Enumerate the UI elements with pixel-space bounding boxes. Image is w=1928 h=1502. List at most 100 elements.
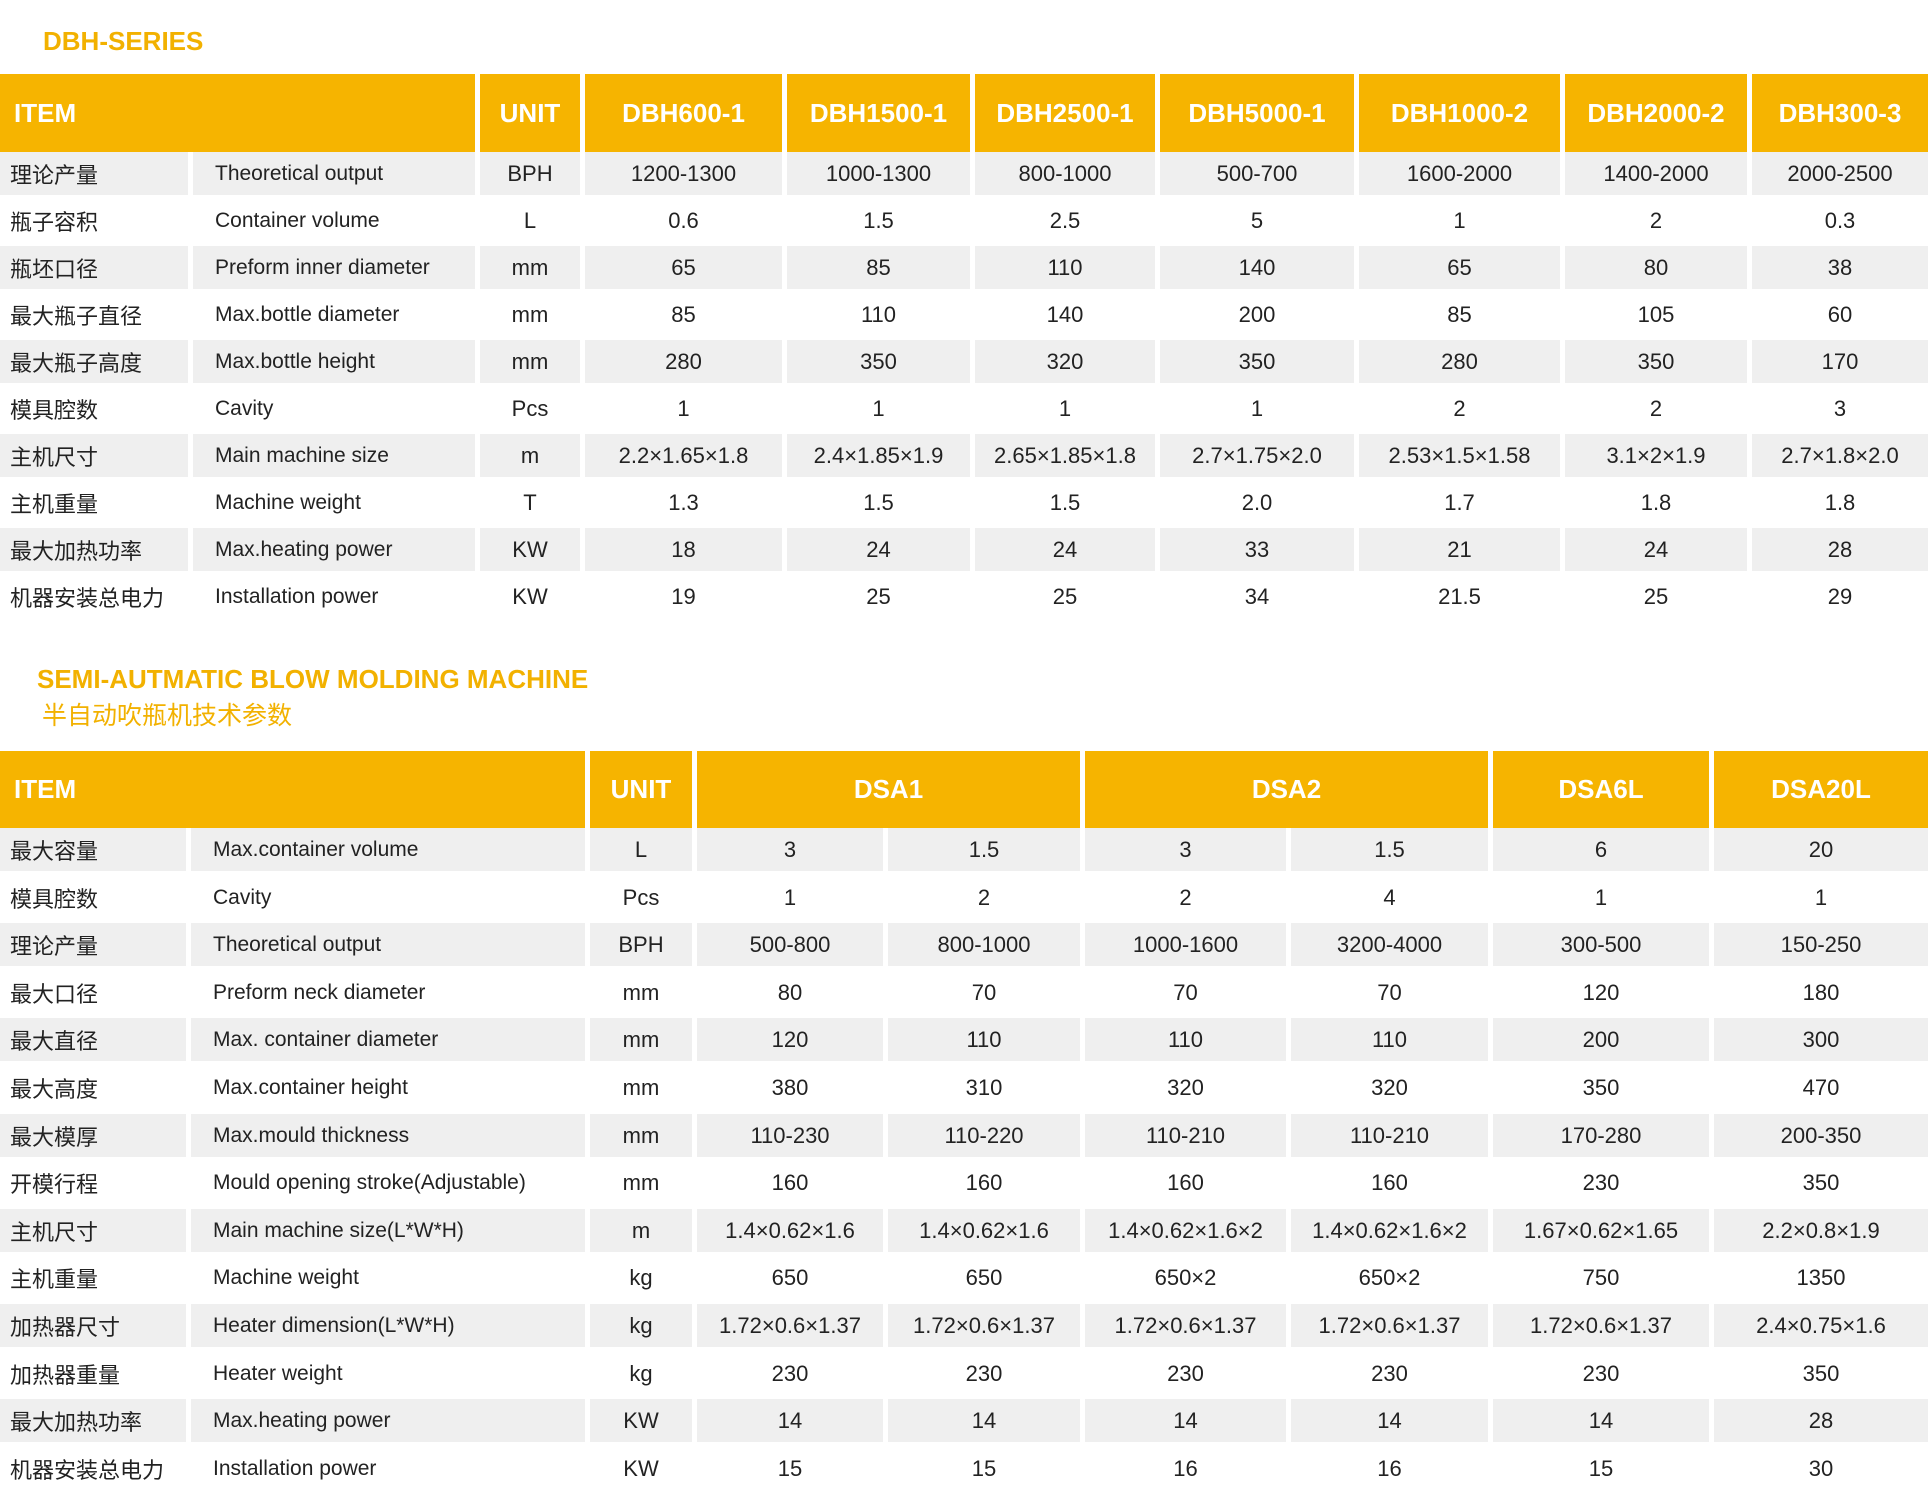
row-unit: KW: [480, 528, 580, 571]
table-cell: 25: [866, 583, 891, 609]
table-cell: 2.2×0.8×1.9: [1714, 1209, 1928, 1252]
dsa-series-title: SEMI-AUTMATIC BLOW MOLDING MACHINE: [37, 664, 589, 694]
table-cell: 25: [1643, 583, 1669, 609]
table-cell: 16: [1173, 1455, 1198, 1481]
table-cell: 1: [1058, 395, 1072, 421]
table-cell: 1.67×0.62×1.65: [1493, 1209, 1709, 1252]
row-label-en: Max.heating power: [191, 1399, 585, 1442]
table-cell: 160: [1167, 1169, 1204, 1195]
table-cell: 1.4×0.62×1.6: [697, 1209, 883, 1252]
row-label-cn: 最大容量: [0, 828, 186, 871]
table-cell: 70: [1377, 979, 1402, 1005]
table-cell: 14: [888, 1399, 1080, 1442]
row-unit: L: [590, 828, 692, 871]
table-cell: 110: [1085, 1018, 1286, 1061]
table-cell: 1.5: [1291, 828, 1488, 871]
table-cell: 650: [965, 1264, 1003, 1290]
table-cell: 60: [1827, 301, 1853, 327]
table-cell: 350: [1582, 1074, 1620, 1100]
header-model: DBH1000-2: [1359, 74, 1560, 152]
table-cell: 18: [585, 528, 782, 571]
table-cell: 6: [1493, 828, 1709, 871]
table-cell: 200: [1493, 1018, 1709, 1061]
table-cell: 1.4×0.62×1.6×2: [1085, 1209, 1286, 1252]
table-cell: 350: [787, 340, 970, 383]
table-cell: 650×2: [1358, 1264, 1421, 1290]
table-cell: 1000-1600: [1085, 923, 1286, 966]
table-cell: 1: [677, 395, 690, 421]
header-unit: UNIT: [480, 74, 580, 152]
table-cell: 0.6: [668, 207, 699, 233]
row-label-cn: 最大口径: [10, 981, 99, 1007]
row-label-cn: 主机重量: [10, 491, 99, 517]
table-cell: 15: [971, 1455, 997, 1481]
table-cell: 2: [1649, 395, 1663, 421]
table-cell: 280: [1359, 340, 1560, 383]
table-cell: 2.5: [1049, 207, 1081, 233]
row-label-en: Cavity: [215, 396, 274, 420]
table-cell: 200-350: [1714, 1114, 1928, 1157]
table-cell: 29: [1827, 583, 1853, 609]
table-cell: 2000-2500: [1752, 152, 1928, 195]
table-cell: 24: [975, 528, 1155, 571]
table-cell: 2: [1179, 884, 1192, 910]
table-cell: 28: [1752, 528, 1928, 571]
row-label-en: Theoretical output: [193, 152, 475, 195]
table-cell: 320: [1371, 1074, 1408, 1100]
row-label-cn: 最大加热功率: [0, 528, 188, 571]
row-label-cn: 理论产量: [0, 152, 188, 195]
table-cell: 2.4×0.75×1.6: [1714, 1304, 1928, 1347]
table-cell: 2: [1453, 395, 1466, 421]
table-cell: 1.5: [863, 207, 894, 233]
table-cell: 350: [1565, 340, 1747, 383]
table-cell: 3: [1833, 395, 1847, 421]
table-cell: 160: [771, 1169, 809, 1195]
table-cell: 1.72×0.6×1.37: [888, 1304, 1080, 1347]
row-unit: mm: [622, 1074, 660, 1100]
row-label-en: Container volume: [215, 208, 380, 232]
header-model: DBH300-3: [1752, 74, 1928, 152]
row-label-cn: 最大瓶子直径: [10, 303, 143, 329]
table-cell: 0.3: [1824, 207, 1856, 233]
table-cell: 800-1000: [975, 152, 1155, 195]
table-cell: 24: [1565, 528, 1747, 571]
table-cell: 500-800: [697, 923, 883, 966]
row-unit: Pcs: [622, 884, 660, 910]
table-cell: 15: [777, 1455, 803, 1481]
header-model: DBH5000-1: [1160, 74, 1354, 152]
row-label-cn: 主机尺寸: [0, 1209, 186, 1252]
row-label-en: Max. container diameter: [191, 1018, 585, 1061]
row-label-cn: 主机尺寸: [0, 434, 188, 477]
row-label-cn: 最大加热功率: [0, 1399, 186, 1442]
row-unit: kg: [629, 1360, 653, 1386]
row-label-en: Main machine size: [193, 434, 475, 477]
table-cell: 3200-4000: [1291, 923, 1488, 966]
table-cell: 140: [1160, 246, 1354, 289]
header-model: DSA1: [697, 751, 1080, 828]
row-unit: mm: [622, 1169, 660, 1195]
table-cell: 300-500: [1493, 923, 1709, 966]
row-unit: kg: [590, 1304, 692, 1347]
row-label-en: Preform inner diameter: [193, 246, 475, 289]
row-unit: m: [480, 434, 580, 477]
header-model: DSA20L: [1714, 751, 1928, 828]
row-label-cn: 模具腔数: [10, 886, 99, 912]
header-unit: UNIT: [590, 751, 692, 828]
row-unit: mm: [480, 340, 580, 383]
table-cell: 4: [1383, 884, 1396, 910]
table-cell: 15: [1588, 1455, 1614, 1481]
table-cell: 230: [1582, 1169, 1620, 1195]
table-cell: 3.1×2×1.9: [1565, 434, 1747, 477]
table-cell: 20: [1714, 828, 1928, 871]
table-cell: 160: [965, 1169, 1003, 1195]
table-cell: 1.8: [1640, 489, 1672, 515]
table-cell: 110-230: [697, 1114, 883, 1157]
table-cell: 2.53×1.5×1.58: [1359, 434, 1560, 477]
header-model: DSA2: [1085, 751, 1488, 828]
table-cell: 1.5: [888, 828, 1080, 871]
table-cell: 2: [977, 884, 991, 910]
table-cell: 80: [1565, 246, 1747, 289]
table-cell: 24: [787, 528, 970, 571]
table-cell: 320: [1167, 1074, 1204, 1100]
table-cell: 21.5: [1438, 583, 1481, 609]
